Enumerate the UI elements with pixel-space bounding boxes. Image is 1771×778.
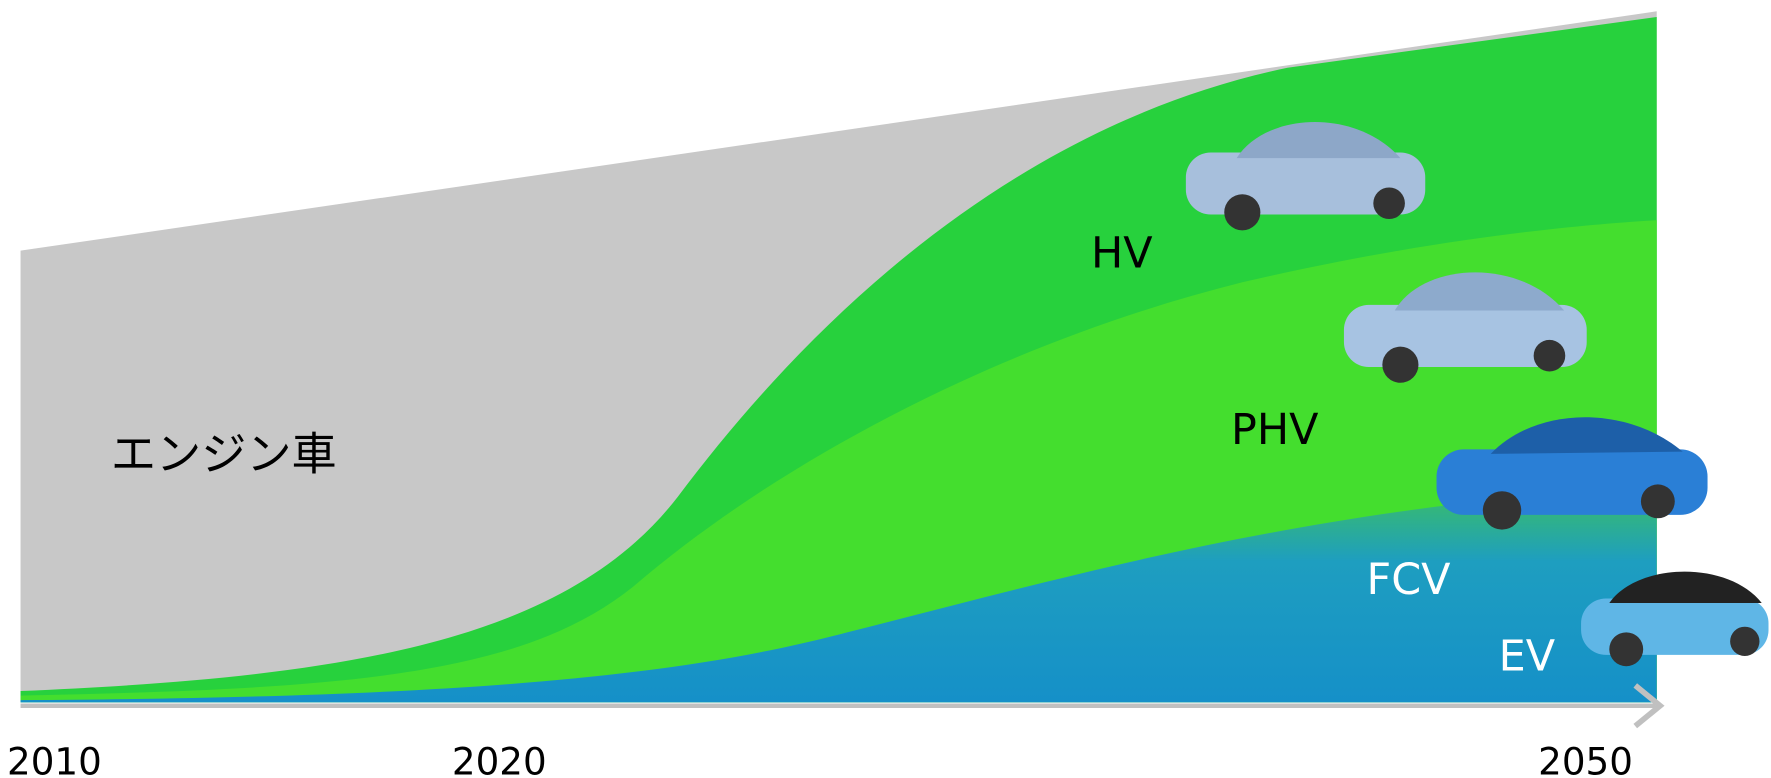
car-cabin bbox=[1490, 417, 1683, 454]
car-wheel bbox=[1382, 346, 1419, 383]
axis-tick-label: 2010 bbox=[7, 740, 102, 778]
car-cabin bbox=[1394, 272, 1565, 311]
car-wheel bbox=[1730, 626, 1760, 657]
car-hv bbox=[1185, 122, 1426, 231]
car-wheel bbox=[1482, 491, 1522, 530]
axis-tick-label: 2050 bbox=[1538, 740, 1633, 778]
region-label: EV bbox=[1499, 632, 1555, 682]
car-wheel bbox=[1609, 632, 1644, 667]
region-label: エンジン車 bbox=[111, 428, 337, 481]
car-wheel bbox=[1533, 339, 1566, 372]
car-wheel bbox=[1224, 194, 1261, 231]
car-fcv bbox=[1436, 417, 1708, 530]
fcv-ev-area bbox=[20, 485, 1657, 703]
axis-arrow bbox=[1633, 683, 1665, 729]
car-cabin bbox=[1609, 571, 1762, 603]
region-label: FCV bbox=[1367, 555, 1451, 605]
region-label: HV bbox=[1091, 229, 1153, 279]
axis-tick-label: 2020 bbox=[452, 740, 547, 778]
car-wheel bbox=[1640, 484, 1675, 519]
region-label: PHV bbox=[1231, 405, 1318, 455]
car-cabin bbox=[1236, 122, 1401, 159]
car-ev bbox=[1581, 571, 1769, 667]
car-wheel bbox=[1373, 187, 1405, 220]
car-phv bbox=[1343, 272, 1587, 383]
